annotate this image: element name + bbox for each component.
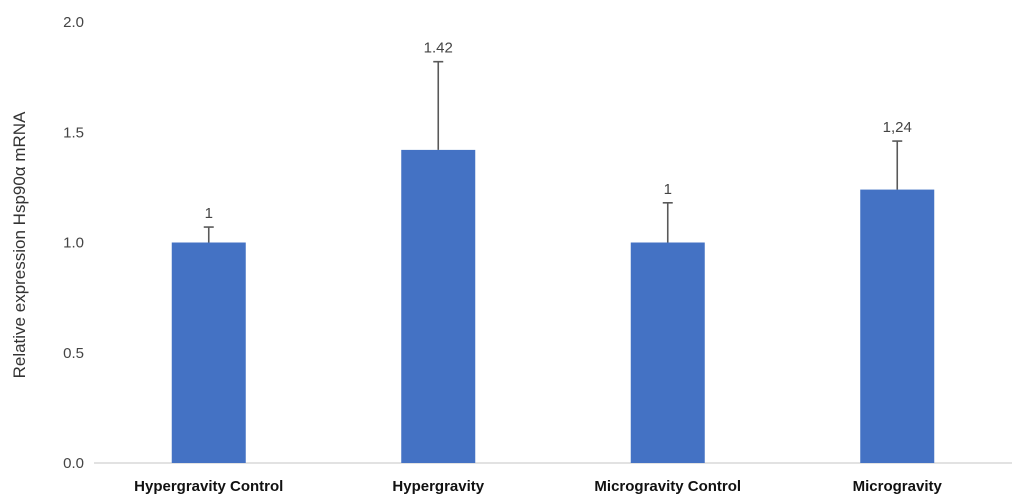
x-axis-category-labels: Hypergravity Control Hypergravity Microgra… bbox=[134, 478, 942, 495]
y-tick-label: 1.5 bbox=[63, 124, 84, 141]
error-bars bbox=[203, 60, 903, 243]
y-tick-label: 0.5 bbox=[63, 345, 84, 362]
y-tick-label: 0.0 bbox=[63, 455, 84, 472]
data-label: 1 bbox=[205, 205, 213, 222]
x-category-label: Microgravity Control bbox=[594, 478, 741, 495]
x-category-label: Microgravity bbox=[853, 478, 943, 495]
y-axis-title-group: Relative expression Hsp90α mRNA bbox=[10, 111, 29, 378]
y-axis-ticks: 0.0 0.5 1.0 1.5 2.0 bbox=[63, 14, 84, 472]
bar bbox=[630, 242, 705, 463]
data-label: 1,24 bbox=[883, 119, 912, 136]
bars bbox=[171, 149, 935, 463]
y-axis-title: Relative expression Hsp90α mRNA bbox=[10, 111, 29, 378]
bar bbox=[171, 242, 246, 463]
data-label: 1 bbox=[664, 181, 672, 198]
x-category-label: Hypergravity bbox=[392, 478, 484, 495]
data-labels: 1 1.42 1 1,24 bbox=[205, 40, 912, 222]
bar bbox=[860, 189, 935, 463]
bar bbox=[401, 149, 476, 463]
y-tick-label: 2.0 bbox=[63, 14, 84, 31]
data-label: 1.42 bbox=[424, 40, 453, 57]
x-category-label: Hypergravity Control bbox=[134, 478, 283, 495]
y-tick-label: 1.0 bbox=[63, 235, 84, 252]
